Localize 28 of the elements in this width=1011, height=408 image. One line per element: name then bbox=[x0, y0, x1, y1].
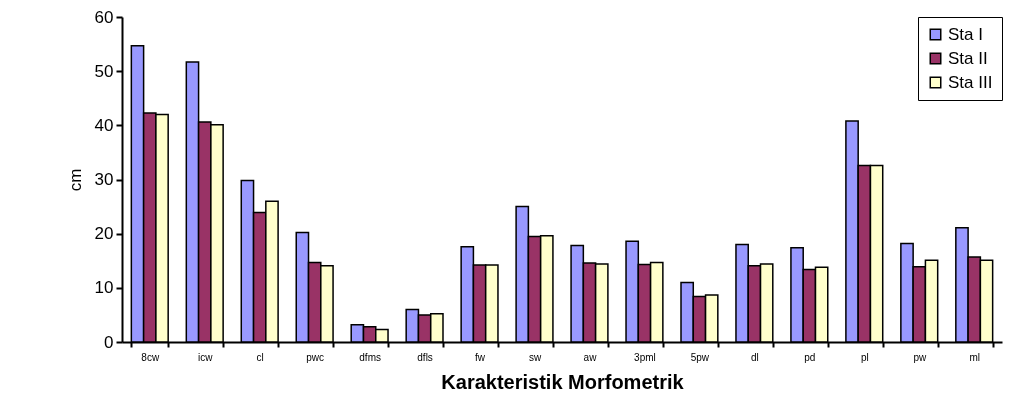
y-tick-label: 0 bbox=[104, 332, 114, 352]
y-tick-label: 50 bbox=[94, 61, 114, 81]
x-axis-title: Karakteristik Morfometrik bbox=[441, 370, 685, 393]
x-tick-label: pwc bbox=[306, 351, 325, 363]
x-tick-label: aw bbox=[583, 351, 598, 363]
x-tick-label: pw bbox=[913, 351, 927, 363]
x-tick-label: pd bbox=[804, 351, 816, 363]
y-tick-label: 30 bbox=[94, 170, 114, 189]
y-axis-title: cm bbox=[65, 168, 85, 192]
y-tick-label: 40 bbox=[94, 115, 114, 135]
x-tick-label: dfms bbox=[359, 351, 381, 363]
y-tick-label: 20 bbox=[94, 224, 114, 244]
x-tick-label: ml bbox=[969, 351, 981, 363]
y-tick-label: 60 bbox=[94, 7, 114, 27]
x-tick-label: 8cw bbox=[141, 351, 160, 363]
x-tick-label: cl bbox=[256, 351, 264, 363]
y-tick-label: 10 bbox=[94, 278, 114, 298]
x-tick-label: pl bbox=[860, 351, 869, 363]
x-tick-label: fw bbox=[475, 351, 486, 363]
x-tick-label: dl bbox=[750, 351, 759, 363]
x-tick-label: sw bbox=[528, 351, 542, 363]
x-tick-label: 5pw bbox=[690, 351, 710, 363]
x-tick-label: icw bbox=[198, 351, 214, 363]
legend-label: Sta III bbox=[948, 72, 993, 92]
x-tick-label: 3pml bbox=[634, 351, 656, 363]
x-tick-label: dfls bbox=[417, 351, 433, 363]
legend-label: Sta II bbox=[948, 48, 988, 68]
legend-label: Sta I bbox=[948, 24, 983, 44]
